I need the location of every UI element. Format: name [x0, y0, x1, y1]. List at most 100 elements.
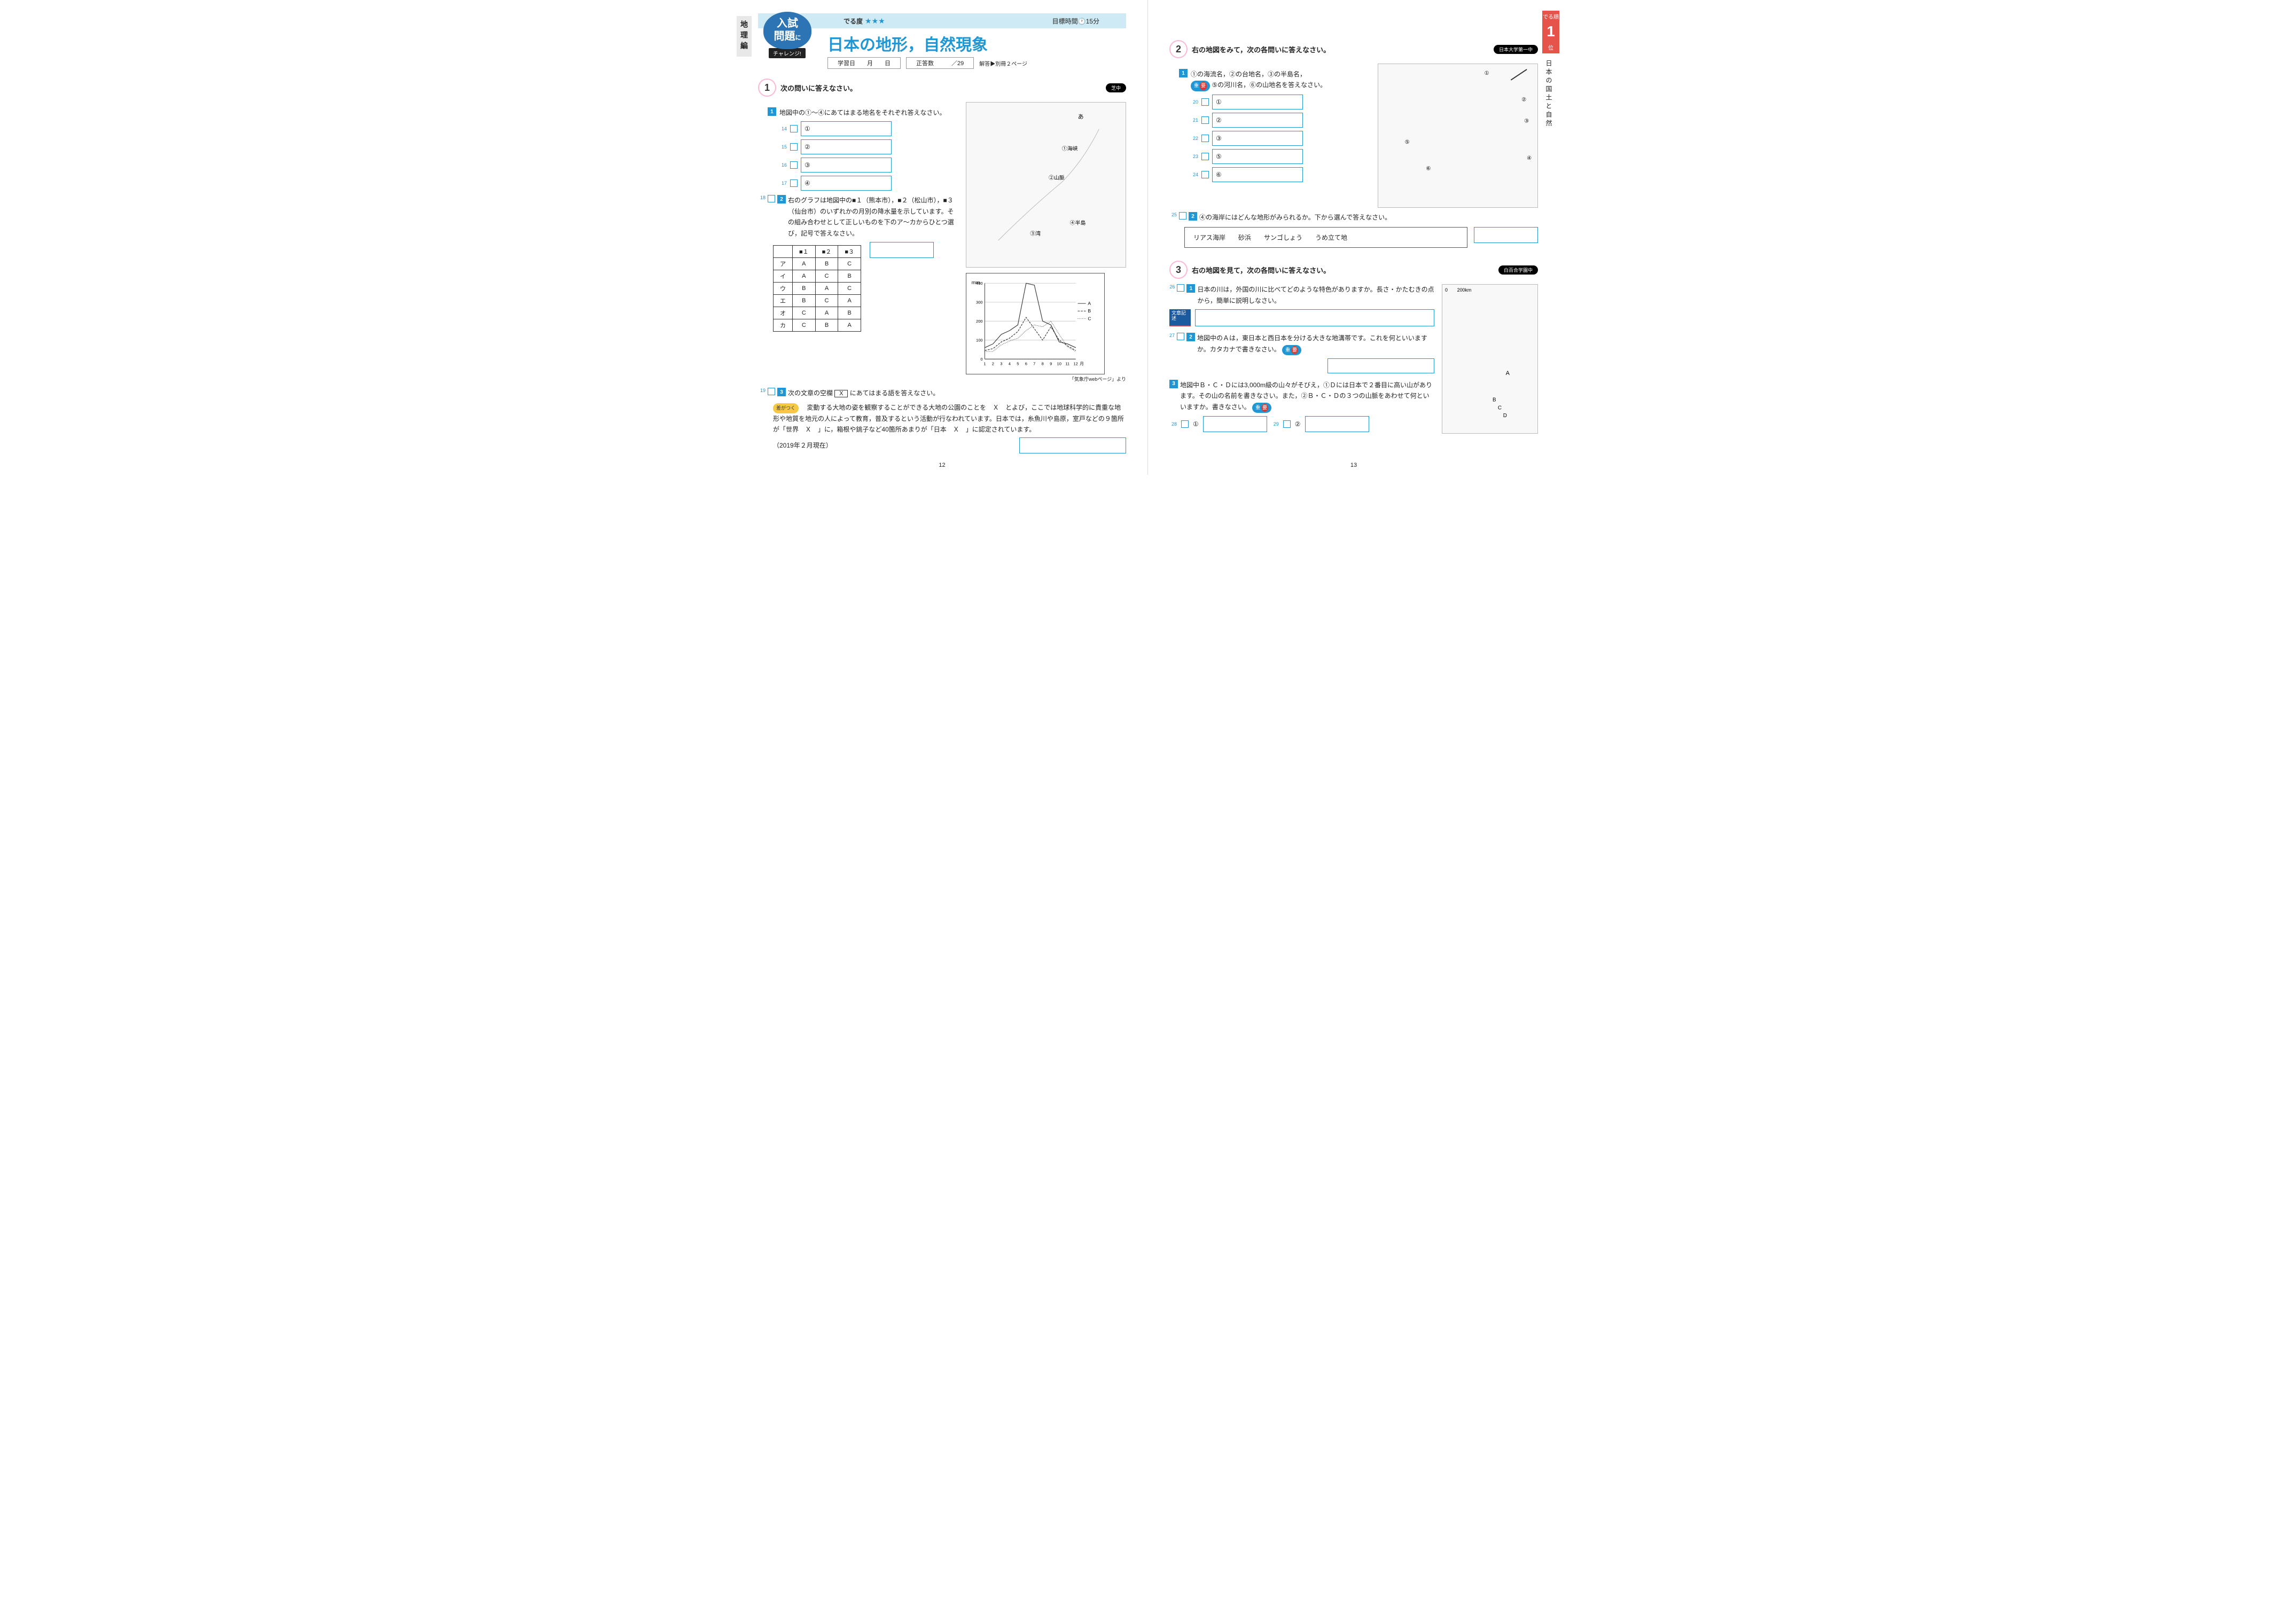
- q3-a3-check2[interactable]: [1283, 420, 1291, 428]
- q2-map: ② ③ ④ ⑤ ⑥ ①: [1378, 64, 1538, 208]
- svg-text:5: 5: [1017, 362, 1019, 366]
- deru-label: でる度: [844, 17, 863, 26]
- q1-ans-box[interactable]: ①: [801, 121, 892, 136]
- q3-s1-idx: 26: [1169, 284, 1175, 306]
- emblem-line2: 問題: [774, 30, 795, 42]
- svg-text:7: 7: [1033, 362, 1035, 366]
- q2-ans-row: 24 ⑥: [1191, 167, 1370, 182]
- juyo-badge-3: 重要: [1252, 403, 1271, 413]
- q2-head: 2 右の地図をみて，次の各問いに答えなさい。 日本大学第一中: [1169, 40, 1538, 58]
- svg-text:あ: あ: [1078, 113, 1084, 120]
- rank-number: 1: [1542, 22, 1559, 43]
- svg-text:8: 8: [1042, 362, 1044, 366]
- answer-ref: 解答▶別冊２ページ: [979, 59, 1027, 67]
- q1-number-icon: 1: [758, 79, 776, 97]
- q2-ans-row: 22 ③: [1191, 131, 1370, 146]
- ans-checkbox[interactable]: [790, 161, 798, 169]
- q2-ans-row: 21 ②: [1191, 113, 1370, 128]
- q3-s2-checkbox[interactable]: [1177, 333, 1184, 340]
- ans-idx: 23: [1191, 154, 1198, 159]
- ans-checkbox[interactable]: [790, 125, 798, 132]
- ans-idx: 16: [779, 162, 787, 168]
- q3-s2-idx: 27: [1169, 333, 1175, 355]
- q2-s2-num: 2: [1189, 212, 1197, 221]
- ans-checkbox[interactable]: [1201, 116, 1209, 124]
- q3-a3-check1[interactable]: [1181, 420, 1189, 428]
- q2-ans-box[interactable]: ⑤: [1212, 149, 1303, 164]
- q3-a3-box2[interactable]: [1305, 416, 1369, 432]
- q1-head: 1 次の問いに答えなさい。 芝中: [758, 79, 1126, 97]
- q3-a3-idx1: 28: [1169, 421, 1177, 427]
- q3-s1-num: 1: [1186, 284, 1195, 293]
- q1-s1-num: 1: [768, 107, 776, 116]
- svg-text:0: 0: [980, 357, 982, 362]
- svg-text:11: 11: [1065, 362, 1069, 366]
- q1-s2-answer-box[interactable]: [870, 242, 934, 258]
- q1-s2-checkbox[interactable]: [768, 195, 775, 202]
- ans-checkbox[interactable]: [1201, 135, 1209, 142]
- ans-idx: 20: [1191, 99, 1198, 105]
- side-tab-left: 地理編: [737, 16, 752, 57]
- q3-s1-text: 日本の川は，外国の川に比べてどのような特色がありますか。長さ・かたむきの点から，…: [1197, 284, 1434, 306]
- q3-s1-checkbox[interactable]: [1177, 284, 1184, 292]
- q1-ans-row: 16 ③: [779, 158, 958, 173]
- q2-s2-answer-box[interactable]: [1474, 227, 1538, 243]
- q1-ans-box[interactable]: ④: [801, 176, 892, 191]
- side-tab-right: でる順 1 位 日本の国土と自然: [1542, 11, 1559, 130]
- q2-school: 日本大学第一中: [1494, 45, 1538, 54]
- ans-checkbox[interactable]: [790, 143, 798, 151]
- q2-ans-box[interactable]: ⑥: [1212, 167, 1303, 182]
- q2-s1: 1 ①の海流名，②の台地名，③の半島名， 重要 ⑤の河川名，⑥の山地名を答えなさ…: [1179, 69, 1370, 91]
- q1-s1-text: 地図中の①〜④にあてはまる地名をそれぞれ答えなさい。: [779, 107, 946, 118]
- bunsho-badge: 文章記述: [1169, 309, 1191, 326]
- chart-source: 「気象庁webページ」より: [966, 375, 1126, 382]
- q2-answer-list: 20 ① 21 ② 22 ③ 23 ⑤ 24 ⑥: [1191, 95, 1370, 182]
- time-target: 目標時間🕐15分: [1052, 17, 1099, 26]
- svg-text:②山脈: ②山脈: [1049, 174, 1065, 181]
- ans-checkbox[interactable]: [790, 179, 798, 187]
- q2-s2-checkbox[interactable]: [1179, 212, 1186, 220]
- ans-checkbox[interactable]: [1201, 171, 1209, 178]
- svg-text:100: 100: [976, 338, 983, 343]
- q1-answer-list: 14 ① 15 ② 16 ③ 17 ④: [779, 121, 958, 191]
- svg-text:1: 1: [983, 362, 986, 366]
- ans-idx: 17: [779, 181, 787, 186]
- q2-ans-box[interactable]: ②: [1212, 113, 1303, 128]
- emblem: 入試問題に チャレンジ!: [763, 12, 817, 60]
- q3-a3-lbl1: ①: [1193, 420, 1199, 428]
- q2-s1-text: ①の海流名，②の台地名，③の半島名， 重要 ⑤の河川名，⑥の山地名を答えなさい。: [1191, 69, 1326, 91]
- map2-placeholder-icon: ② ③ ④ ⑤ ⑥ ①: [1378, 64, 1537, 207]
- q1-ans-row: 14 ①: [779, 121, 958, 136]
- q1-s2-text: 右のグラフは地図中の■１（熊本市），■２（松山市），■３（仙台市）のいずれかの月…: [788, 195, 958, 239]
- page-number-left: 12: [939, 462, 945, 468]
- ans-idx: 24: [1191, 172, 1198, 177]
- q1-ans-box[interactable]: ②: [801, 139, 892, 154]
- q1-map: あ ①海峡 ②山脈 ③湾 ④半島: [966, 102, 1126, 268]
- svg-text:①: ①: [1485, 71, 1489, 76]
- q3-a3-box1[interactable]: [1203, 416, 1267, 432]
- q1-ans-row: 15 ②: [779, 139, 958, 154]
- stars: ★★★: [865, 17, 885, 26]
- q3-map: 0 200km A B C D: [1442, 284, 1538, 434]
- q1-s3-answer-box[interactable]: [1019, 437, 1126, 453]
- q2-prompt: 右の地図をみて，次の各問いに答えなさい。: [1192, 44, 1489, 54]
- q1-s3-checkbox[interactable]: [768, 388, 775, 395]
- svg-text:③: ③: [1524, 118, 1529, 124]
- ans-checkbox[interactable]: [1201, 98, 1209, 106]
- q2-s2-idx: 25: [1169, 212, 1177, 223]
- page-right: でる順 1 位 日本の国土と自然 2 右の地図をみて，次の各問いに答えなさい。 …: [1148, 0, 1559, 475]
- q3-s3-text: 地図中Ｂ・Ｃ・Ｄには3,000m級の山々がそびえ，①Ｄには日本で２番目に高い山が…: [1180, 380, 1434, 413]
- ans-idx: 22: [1191, 136, 1198, 141]
- q3-s1-answer-box[interactable]: [1195, 309, 1434, 326]
- q1-s3-prompt: 次の文章の空欄 Ｘ にあてはまる語を答えなさい。: [788, 388, 939, 399]
- q2-ans-box[interactable]: ①: [1212, 95, 1303, 109]
- q1-choice-table: ■１■２■３アABCイACBウBACエBCAオCABカCBA: [773, 245, 861, 332]
- svg-text:③湾: ③湾: [1030, 230, 1041, 237]
- ans-idx: 14: [779, 126, 787, 131]
- q1-ans-box[interactable]: ③: [801, 158, 892, 173]
- svg-text:9: 9: [1050, 362, 1052, 366]
- choice-item: リアス海岸: [1193, 233, 1225, 242]
- q3-s2-answer-box[interactable]: [1327, 358, 1434, 373]
- ans-checkbox[interactable]: [1201, 153, 1209, 160]
- q2-ans-box[interactable]: ③: [1212, 131, 1303, 146]
